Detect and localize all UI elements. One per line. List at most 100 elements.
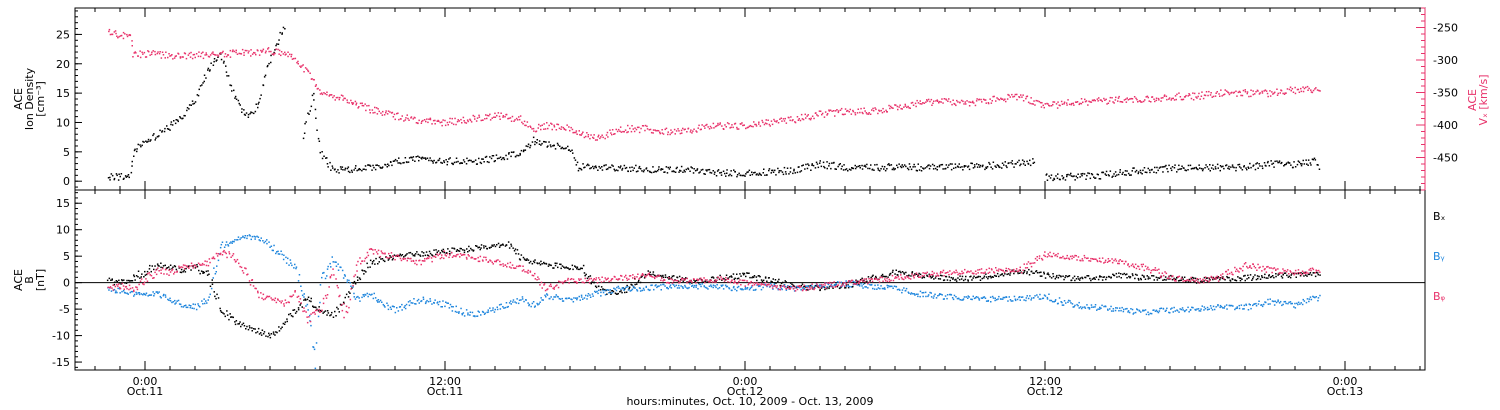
data-point — [1292, 272, 1295, 274]
data-point — [219, 310, 222, 312]
data-point — [179, 117, 182, 119]
data-point — [828, 162, 831, 165]
data-point — [592, 137, 595, 139]
data-point — [239, 321, 241, 323]
data-point — [815, 161, 818, 164]
data-point — [1080, 173, 1082, 175]
data-point — [1236, 307, 1238, 309]
data-point — [881, 165, 884, 168]
data-point — [330, 169, 332, 171]
data-point — [927, 294, 930, 296]
data-point — [143, 293, 146, 296]
data-point — [911, 101, 914, 104]
data-point — [553, 124, 555, 127]
data-point — [382, 110, 384, 113]
data-point — [498, 246, 501, 248]
data-point — [667, 287, 669, 290]
data-point — [624, 167, 627, 170]
data-point — [405, 303, 408, 306]
data-point — [1217, 167, 1219, 169]
data-point — [332, 167, 334, 169]
data-point — [1192, 306, 1194, 309]
data-point — [1022, 272, 1025, 275]
data-point — [1232, 166, 1234, 168]
data-point — [981, 165, 984, 168]
data-point — [215, 54, 217, 56]
data-point — [785, 281, 787, 283]
data-point — [257, 106, 259, 109]
data-point — [1075, 101, 1078, 103]
data-point — [579, 299, 581, 301]
data-point — [989, 275, 992, 277]
data-point — [143, 276, 145, 278]
data-point — [826, 286, 828, 288]
data-point — [920, 166, 922, 168]
data-point — [1091, 278, 1094, 280]
data-point — [1193, 167, 1196, 169]
data-point — [571, 298, 573, 301]
data-point — [1307, 159, 1310, 161]
data-point — [1313, 296, 1315, 298]
data-point — [1168, 311, 1170, 314]
data-point — [1079, 102, 1081, 105]
data-point — [452, 123, 455, 126]
data-point — [543, 284, 545, 286]
data-point — [431, 254, 433, 256]
data-point — [226, 310, 228, 312]
data-point — [1219, 277, 1222, 279]
data-point — [492, 307, 494, 309]
data-point — [462, 159, 465, 161]
data-point — [316, 308, 318, 311]
data-point — [141, 51, 143, 54]
data-point — [119, 292, 121, 294]
data-point — [810, 169, 812, 171]
data-point — [770, 172, 772, 174]
data-point — [239, 238, 241, 241]
data-point — [682, 171, 684, 173]
data-point — [1142, 169, 1144, 172]
data-point — [869, 167, 871, 170]
data-point — [693, 286, 695, 289]
data-point — [696, 169, 698, 171]
data-point — [758, 121, 760, 123]
data-point — [403, 120, 405, 122]
data-point — [338, 172, 340, 174]
data-point — [1070, 302, 1072, 304]
data-point — [949, 101, 952, 103]
data-point — [601, 134, 603, 136]
data-point — [1294, 92, 1297, 95]
data-point — [696, 168, 699, 170]
data-point — [556, 284, 558, 286]
data-point — [661, 168, 664, 170]
data-point — [321, 151, 323, 153]
data-point — [410, 302, 412, 304]
data-point — [908, 163, 911, 165]
data-point — [1300, 87, 1302, 90]
data-point — [1177, 168, 1179, 171]
data-point — [1252, 276, 1255, 278]
data-point — [1155, 276, 1158, 279]
data-point — [141, 144, 143, 147]
data-point — [692, 172, 695, 174]
data-point — [288, 264, 290, 266]
data-point — [807, 114, 809, 116]
data-point — [730, 174, 733, 177]
data-point — [1073, 175, 1075, 177]
data-point — [1126, 97, 1128, 99]
data-point — [981, 101, 983, 103]
data-point — [875, 275, 877, 278]
data-point — [550, 122, 552, 125]
data-point — [967, 280, 969, 282]
data-point — [1162, 97, 1164, 99]
data-point — [1287, 302, 1289, 305]
data-point — [165, 51, 167, 53]
data-point — [928, 167, 931, 170]
data-point — [337, 308, 339, 310]
data-point — [162, 54, 165, 56]
data-point — [1105, 174, 1107, 176]
data-point — [1113, 173, 1115, 175]
data-point — [359, 168, 361, 171]
data-point — [143, 141, 145, 143]
data-point — [947, 166, 949, 169]
data-point — [556, 142, 559, 145]
